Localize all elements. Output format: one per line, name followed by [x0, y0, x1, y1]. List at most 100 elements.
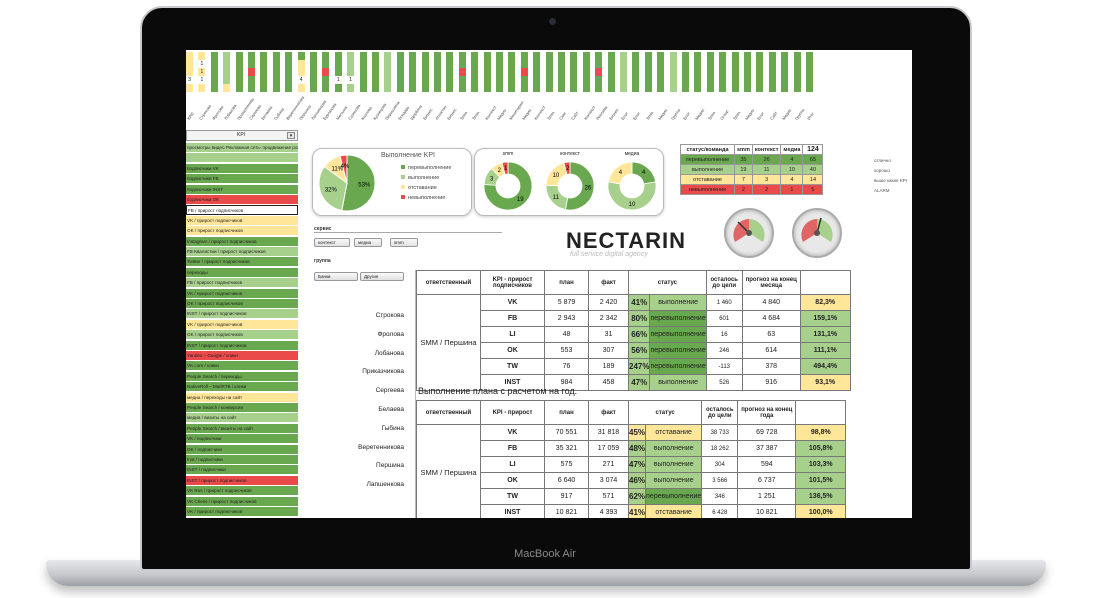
kpi-list-item[interactable]: VK / прирост подписчиков	[186, 319, 298, 330]
kpi-list-item[interactable]: подписчики ОК	[186, 195, 298, 205]
employee-name[interactable]: Строкова	[375, 312, 404, 319]
kpi-list-item[interactable]: VK / прирост подписчиков	[186, 507, 298, 517]
strip-cell	[310, 76, 317, 84]
kpi-list-item[interactable]: OK / прирост подписчиков	[186, 299, 298, 309]
employee-name[interactable]: Сергеева	[375, 387, 404, 395]
strip-cell	[272, 68, 280, 76]
strip-cell	[582, 84, 590, 92]
strip-cell	[657, 52, 665, 60]
kpi-list-item[interactable]: VK / подписчики	[186, 434, 298, 445]
kpi-list-item[interactable]: подписчики INST	[186, 184, 298, 195]
strip-cell	[334, 68, 342, 76]
kpi-list-item[interactable]: NativeRoll – MailRTB / клики	[186, 382, 298, 393]
kpi-list-item[interactable]: просмотры видео Рекламная сеть- продвиже…	[186, 143, 298, 153]
kpi-list-item[interactable]: Yandex – Google / клики	[186, 351, 298, 361]
kpi-list-item[interactable]: OK / прирост подписчиков	[186, 226, 298, 237]
legend-item: отставание	[401, 183, 451, 193]
strip-cell	[186, 84, 193, 92]
strip-cell	[223, 60, 231, 68]
employee-name[interactable]: Веретенникова	[358, 443, 404, 451]
strip-cell	[434, 52, 441, 60]
table-cell-kpi: FB	[480, 440, 545, 457]
kpi-filter-label: KPI	[237, 132, 246, 138]
strip-cell	[446, 52, 454, 60]
year-caption: Выполнение плана с расчетом на год.	[418, 386, 578, 396]
kpi-list-item[interactable]: People Search / конверсии	[186, 403, 298, 413]
responsible-cell: SMM / Першина	[416, 294, 481, 391]
service-button-context[interactable]: контекст	[314, 238, 350, 247]
kpi-list-item[interactable]: Inst / подписчики	[186, 455, 298, 465]
strip-cell	[570, 76, 578, 84]
strip-cell	[520, 76, 528, 84]
pie-slice-label: 32%	[325, 187, 338, 193]
kpi-list-item[interactable]: Twitter / прирост подписчиков	[186, 257, 298, 268]
group-button-banks[interactable]: Банки	[314, 272, 358, 281]
strip-cell	[235, 76, 243, 84]
table-cell-left: 18 262	[701, 440, 739, 457]
kpi-list-item[interactable]: People Search / визиты на сайт	[186, 423, 298, 434]
kpi-list-item[interactable]: подписчики FB	[186, 174, 298, 185]
table-cell-fact: 4 393	[588, 504, 629, 518]
strip-cell	[359, 68, 367, 76]
strip-cell	[496, 68, 503, 76]
employee-name[interactable]: Приказчикова	[362, 368, 404, 376]
kpi-list-item[interactable]: FB / прирост подписчиков	[186, 278, 298, 289]
kpi-list-item[interactable]: VK Chess / прирост подписчиков	[186, 496, 298, 507]
strip-cell	[570, 84, 578, 92]
kpi-list-item[interactable]: OK / прирост подписчиков	[186, 330, 298, 341]
kpi-list-item[interactable]: FB Квалистии / прирост подписчиков	[186, 247, 298, 257]
pie-legend: перевыполнение выполнение отставание невыпо…	[401, 163, 451, 203]
kpi-list-item[interactable]: VK / прирост подписчиков	[186, 288, 298, 299]
status-header-row: статус/команда smm контекст медиа 124	[680, 144, 824, 155]
employee-name[interactable]: Лапшенкова	[366, 481, 404, 489]
service-button-smm[interactable]: smm	[390, 238, 418, 247]
service-button-media[interactable]: медиа	[354, 238, 382, 247]
employee-name[interactable]: Гыбина	[381, 424, 404, 432]
kpi-list-item[interactable]: подписчики VK	[186, 163, 298, 174]
kpi-list-item[interactable]: переходы	[186, 267, 298, 278]
kpi-list-item[interactable]: INST / прирост подписчиков	[186, 340, 298, 351]
kpi-list-item[interactable]: VK / прирост подписчиков	[186, 215, 298, 226]
employee-name[interactable]: Першина	[376, 462, 404, 470]
kpi-list-item[interactable]: Instagram / прирост подписчиков	[186, 236, 298, 247]
kpi-list-item[interactable]: FB / прирост подписчиков	[186, 205, 298, 216]
group-button-others[interactable]: Другие	[360, 272, 404, 281]
strip-cell	[632, 76, 640, 84]
strip-cell	[719, 84, 727, 92]
strip-cell	[781, 52, 789, 60]
employee-name[interactable]: Лобанова	[374, 349, 404, 357]
strip-cell	[644, 76, 652, 84]
strip-cell	[595, 68, 603, 76]
kpi-list-item[interactable]	[186, 153, 298, 164]
strip-cell	[793, 68, 801, 76]
employee-name[interactable]: Фролова	[377, 330, 404, 338]
kpi-filter-header[interactable]: KPI ▾	[186, 130, 298, 141]
table-header-cell: план	[544, 270, 589, 295]
kpi-list-item[interactable]: INST / прирост подписчиков	[186, 309, 298, 320]
employee-name[interactable]: Белаева	[378, 406, 404, 413]
chevron-down-icon[interactable]: ▾	[287, 132, 295, 139]
strip-cell	[694, 60, 702, 68]
strip-cell	[582, 68, 590, 76]
kpi-list-item[interactable]: People Search / переходы	[186, 371, 298, 382]
table-cell-pct: 48%	[627, 440, 647, 457]
strip-label: Group	[719, 108, 730, 121]
strip-cell	[372, 68, 379, 76]
kpi-list-item[interactable]: медиа / визиты на сайт	[186, 413, 298, 424]
table-cell-kpi: OK	[480, 472, 545, 489]
donut-label: 4	[642, 170, 646, 176]
strip-label: КРІ0	[186, 111, 195, 121]
strip-cell	[210, 52, 218, 60]
strip-cell	[806, 76, 813, 84]
legend-item: невыполнение	[401, 193, 451, 203]
table-row: SMM / Першина VK 70 551 31 818 45% отставание…	[416, 424, 847, 518]
kpi-list-item[interactable]: медиа / переходы на сайт	[186, 392, 298, 403]
kpi-list-item[interactable]: INST / прирост подписчиков	[186, 475, 298, 486]
kpi-list-item[interactable]: INST / подписчики	[186, 465, 298, 476]
month-table-wrap: ответственный KPI - прирост подписчиков пл…	[416, 270, 851, 391]
kpi-list-item[interactable]: VK.com / клики	[186, 361, 298, 372]
kpi-list-item[interactable]: VK Rus / прирост подписчиков	[186, 486, 298, 497]
kpi-list-item[interactable]: OK / подписчики	[186, 444, 298, 455]
strip-cell	[657, 60, 665, 68]
strip-label: Smm	[545, 110, 556, 121]
